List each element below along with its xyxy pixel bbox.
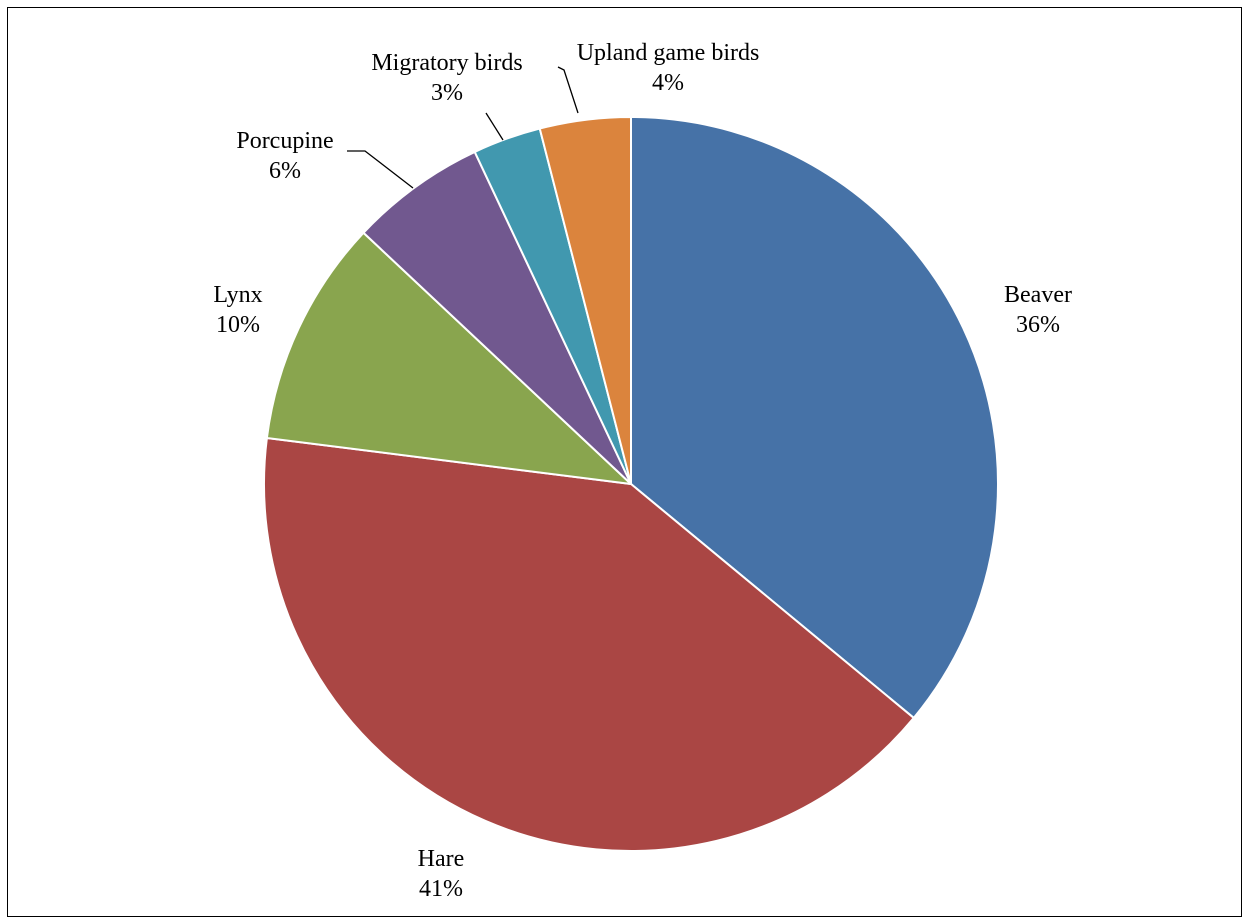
slice-percent-beaver: 36% [1016, 312, 1060, 338]
pie-slice-upland-game-birds [538, 115, 632, 485]
slice-label-beaver: Beaver [1004, 282, 1072, 308]
slice-percent-hare: 41% [419, 876, 463, 902]
slice-label-upland-game-birds: Upland game birds [577, 40, 760, 66]
leader-line-migratory-birds [485, 112, 504, 141]
slice-label-hare: Hare [418, 846, 465, 872]
pie-slice-lynx [265, 231, 634, 486]
slice-label-porcupine: Porcupine [236, 128, 333, 154]
slice-percent-upland-game-birds: 4% [652, 70, 684, 96]
slice-label-lynx: Lynx [213, 282, 262, 308]
leader-line-upland-game-birds [557, 66, 579, 114]
pie-slice-porcupine [362, 150, 632, 485]
leader-line-porcupine [347, 150, 414, 189]
leader-lines [347, 66, 579, 189]
pie-slice-hare [262, 436, 916, 852]
pie-slices [262, 115, 999, 852]
slice-percent-porcupine: 6% [269, 158, 301, 184]
slice-percent-lynx: 10% [216, 312, 260, 338]
slice-percent-migratory-birds: 3% [431, 80, 463, 106]
slice-labels: Beaver 36% Hare 41% Lynx 10% Porcupine 6% Migrat… [213, 40, 1072, 902]
slice-label-migratory-birds: Migratory birds [371, 50, 522, 76]
pie-slice-beaver [630, 115, 999, 720]
